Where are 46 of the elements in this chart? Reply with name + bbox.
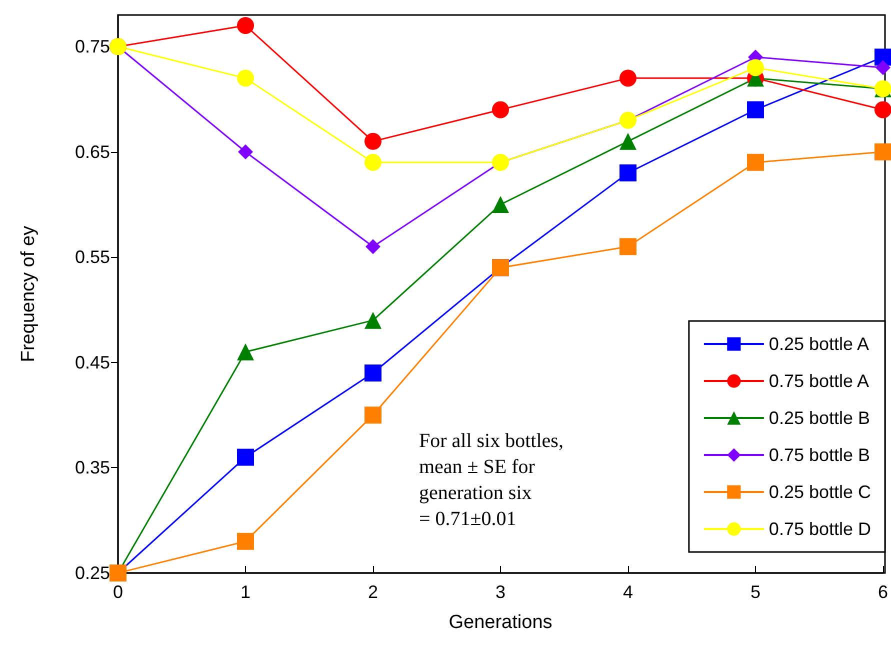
- point: [364, 312, 382, 329]
- legend-label: 0.25 bottle C: [768, 482, 872, 502]
- point: [237, 17, 254, 34]
- point: [875, 60, 890, 76]
- x-axis-title: Generations: [448, 612, 552, 633]
- point: [874, 101, 891, 118]
- point: [237, 532, 254, 550]
- x-tick-label: 0: [112, 582, 124, 602]
- point: [619, 238, 636, 256]
- point: [364, 154, 382, 171]
- y-tick-label: 0.65: [74, 142, 110, 162]
- point: [237, 448, 254, 466]
- legend-label: 0.75 bottle A: [768, 371, 870, 391]
- point: [364, 364, 382, 382]
- x-tick-label: 2: [368, 582, 378, 602]
- legend-label: 0.25 bottle A: [768, 334, 870, 354]
- legend-label: 0.25 bottle B: [768, 408, 870, 428]
- point: [492, 196, 509, 214]
- point: [874, 143, 891, 160]
- x-tick-label: 6: [878, 582, 888, 602]
- x-tick-label: 3: [495, 582, 506, 602]
- y-tick-label: 0.35: [74, 458, 110, 478]
- y-tick-label: 0.75: [74, 36, 110, 57]
- x-tick-label: 1: [240, 582, 251, 602]
- legend-label: 0.75 bottle D: [768, 519, 872, 539]
- point: [237, 343, 254, 360]
- point: [237, 70, 254, 87]
- point: [619, 164, 636, 182]
- point: [746, 101, 764, 118]
- y-tick-label: 0.25: [74, 563, 110, 583]
- y-tick-label: 0.55: [74, 247, 110, 268]
- y-tick-label: 0.45: [74, 352, 110, 372]
- point: [746, 154, 764, 171]
- point: [747, 59, 764, 76]
- annotation: For all six bottles, mean ± SE for generation six = 0.71±0.01: [419, 430, 564, 530]
- point: [364, 406, 382, 424]
- legend-label: 0.75 bottle B: [768, 445, 870, 465]
- x-tick-label: 4: [622, 582, 634, 602]
- x-tick-label: 5: [750, 582, 761, 602]
- point: [366, 239, 380, 254]
- point: [492, 101, 509, 118]
- y-axis-title: Frequency of ey: [18, 225, 39, 362]
- point: [620, 70, 636, 87]
- point: [364, 132, 382, 150]
- point: [238, 144, 253, 160]
- point: [619, 132, 636, 150]
